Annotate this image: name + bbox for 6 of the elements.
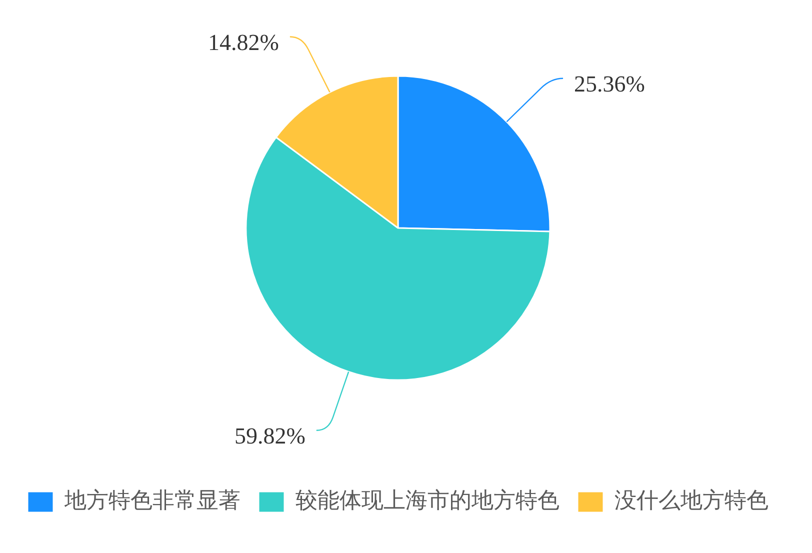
data-label: 59.82% bbox=[234, 423, 306, 448]
legend-label: 没什么地方特色 bbox=[614, 488, 768, 514]
legend-label: 地方特色非常显著 bbox=[64, 488, 240, 514]
legend-label: 较能体现上海市的地方特色 bbox=[296, 488, 560, 514]
data-label: 25.36% bbox=[574, 71, 645, 96]
data-label: 14.82% bbox=[208, 30, 279, 55]
